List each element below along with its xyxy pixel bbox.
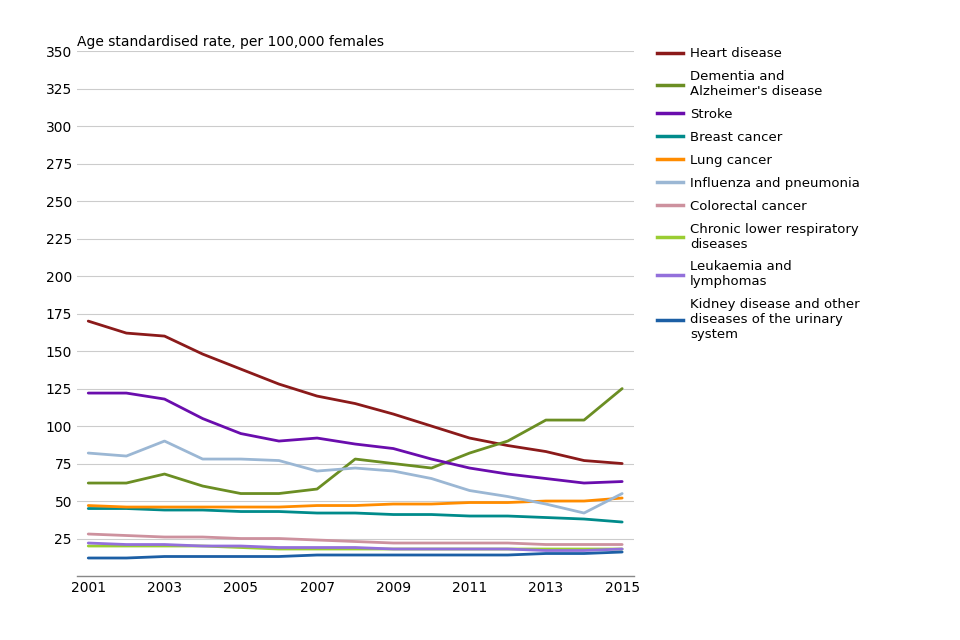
Text: Age standardised rate, per 100,000 females: Age standardised rate, per 100,000 femal… bbox=[77, 35, 384, 49]
Legend: Heart disease, Dementia and
Alzheimer's disease, Stroke, Breast cancer, Lung can: Heart disease, Dementia and Alzheimer's … bbox=[657, 47, 860, 341]
